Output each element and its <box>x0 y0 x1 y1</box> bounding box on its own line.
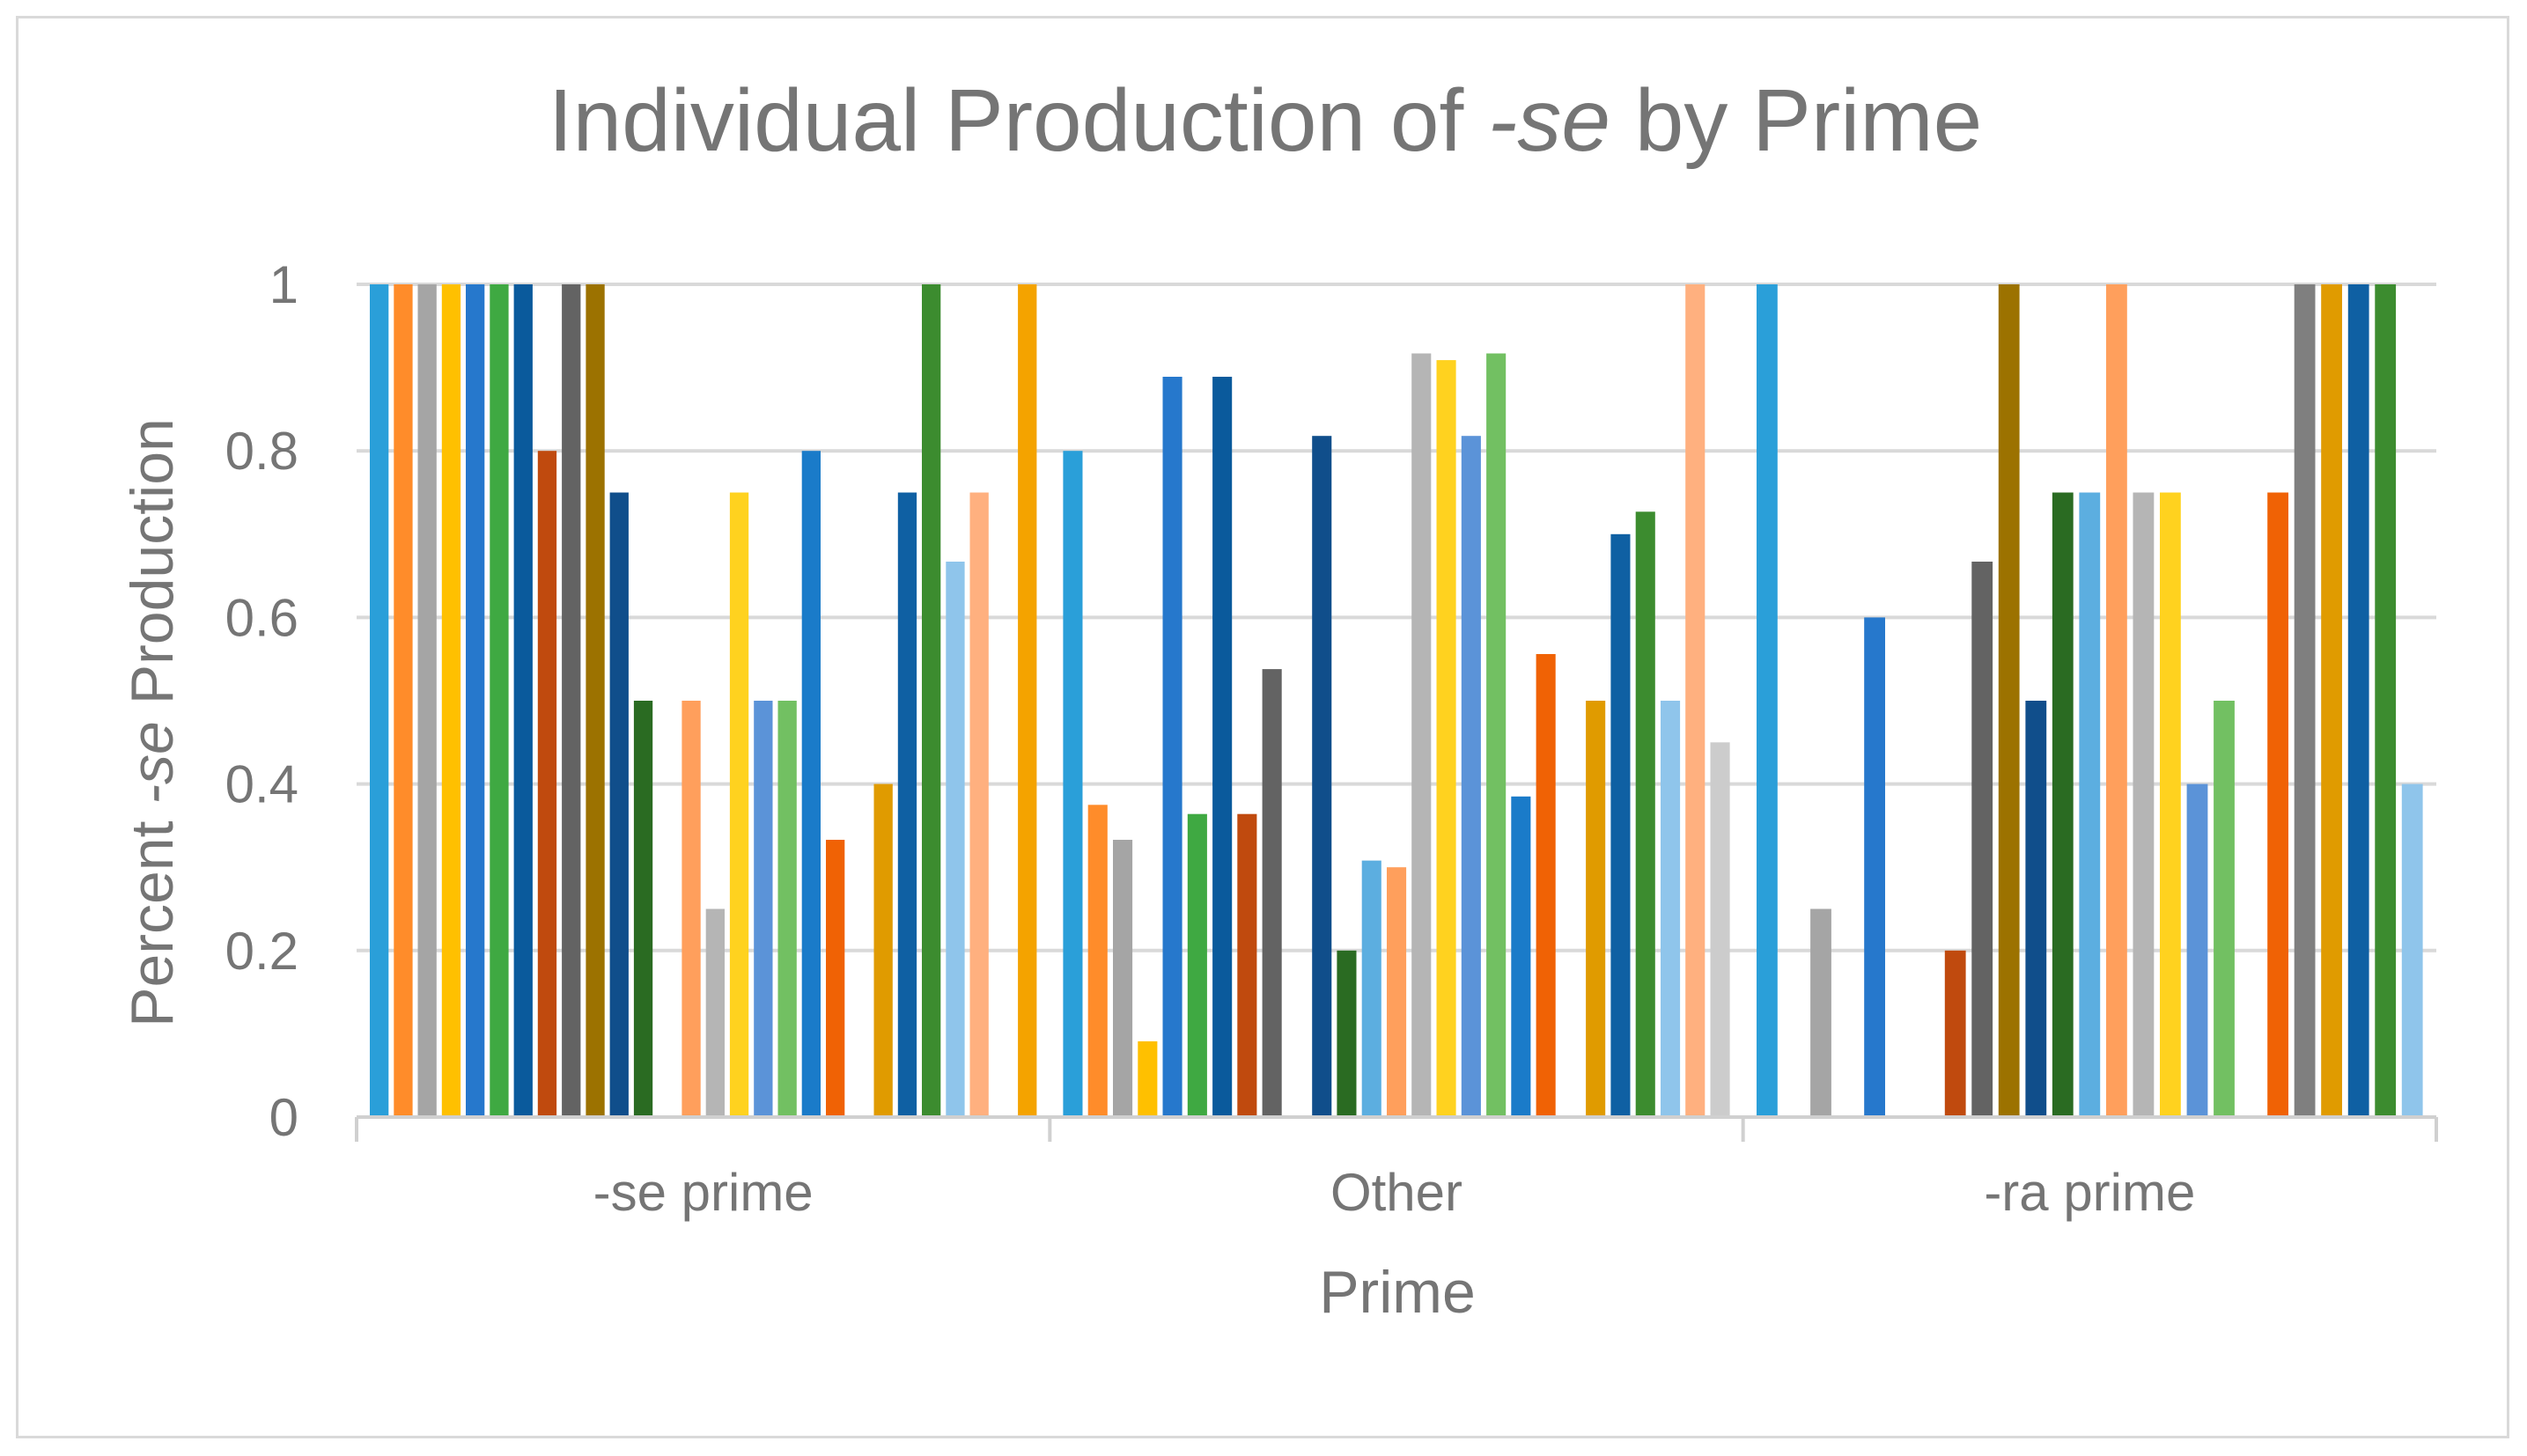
bar <box>1113 840 1133 1117</box>
bar <box>2401 783 2423 1117</box>
y-axis-title-suffix: Production <box>119 418 186 721</box>
bar <box>1586 701 1606 1117</box>
bar <box>490 284 509 1117</box>
bar <box>633 701 653 1117</box>
bar <box>1162 377 1182 1117</box>
bar <box>441 284 461 1117</box>
bar <box>1810 908 1831 1117</box>
bar <box>1536 654 1556 1117</box>
chart-title-italic: -se <box>1488 71 1610 170</box>
y-tick-label: 0.2 <box>225 922 298 981</box>
chart-title-prefix: Individual Production of <box>549 71 1488 170</box>
bar <box>1018 284 1037 1117</box>
bar <box>466 284 485 1117</box>
bar <box>1212 377 1233 1117</box>
bar <box>2294 284 2316 1117</box>
bar <box>1486 353 1507 1117</box>
bar <box>1864 617 1885 1117</box>
bar <box>513 284 533 1117</box>
bar <box>1757 284 1778 1117</box>
bar <box>681 701 701 1117</box>
category-label: -se prime <box>593 1163 814 1222</box>
bar <box>969 492 989 1117</box>
bar <box>1511 796 1531 1117</box>
bar <box>1138 1041 1158 1117</box>
bar <box>2214 701 2235 1117</box>
y-tick-label: 0 <box>269 1088 298 1147</box>
x-axis-title: Prime <box>1319 1259 1476 1326</box>
bar <box>1187 813 1207 1117</box>
bar <box>1411 353 1432 1117</box>
bar <box>2025 701 2047 1117</box>
category-label: -ra prime <box>1984 1163 2195 1222</box>
bar <box>562 284 581 1117</box>
bar <box>1610 533 1631 1117</box>
y-axis-title-italic: -se <box>119 721 186 804</box>
bar <box>2079 492 2101 1117</box>
bar <box>1361 860 1381 1117</box>
bar <box>537 451 557 1117</box>
bar <box>2321 284 2342 1117</box>
bar <box>2347 284 2369 1117</box>
bar <box>1635 511 1655 1117</box>
bar <box>394 284 413 1117</box>
y-tick-label: 0.8 <box>225 422 298 481</box>
chart-title-suffix: by Prime <box>1610 71 1982 170</box>
bar <box>1998 284 2020 1117</box>
bar <box>1944 950 1966 1117</box>
bar <box>2106 284 2127 1117</box>
bar <box>754 701 773 1117</box>
y-axis-title-prefix: Percent <box>119 805 186 1027</box>
bar <box>1661 701 1681 1117</box>
bar <box>777 701 797 1117</box>
bar <box>1087 805 1108 1118</box>
bar <box>1971 562 1993 1117</box>
bar <box>922 284 941 1117</box>
bar <box>1237 813 1257 1117</box>
bar <box>826 840 845 1117</box>
bar <box>1387 867 1407 1117</box>
bars <box>370 284 2423 1118</box>
bar <box>1262 669 1282 1117</box>
bar <box>705 908 725 1117</box>
chart-svg: Individual Production of -se by Prime 00… <box>119 71 2438 1326</box>
bar <box>2160 492 2181 1117</box>
y-axis-title: Percent -se Production <box>119 418 186 1027</box>
bar <box>1312 436 1332 1117</box>
bar <box>1710 742 1730 1117</box>
bar <box>1685 284 1706 1117</box>
bar <box>2052 492 2074 1117</box>
bar <box>609 492 629 1117</box>
bar <box>2186 783 2208 1117</box>
y-tick-label: 1 <box>269 255 298 314</box>
chart-title: Individual Production of -se by Prime <box>549 71 1983 170</box>
bar <box>370 284 389 1117</box>
category-labels: -se prime Other -ra prime <box>593 1163 2196 1222</box>
bar <box>2267 492 2288 1117</box>
bar <box>586 284 605 1117</box>
bar <box>1436 360 1456 1118</box>
bar <box>801 451 821 1117</box>
bar <box>946 562 965 1117</box>
x-axis <box>355 1115 2438 1142</box>
bar <box>897 492 917 1117</box>
bar <box>729 492 749 1117</box>
bar <box>873 783 893 1117</box>
y-tick-label: 0.6 <box>225 588 298 647</box>
bar <box>2133 492 2155 1117</box>
bar <box>1063 451 1083 1117</box>
bar <box>2375 284 2397 1117</box>
bar <box>417 284 437 1117</box>
bar <box>1337 950 1357 1117</box>
y-tick-labels: 0 0.2 0.4 0.6 0.8 1 <box>225 255 298 1147</box>
y-tick-label: 0.4 <box>225 755 298 814</box>
category-label: Other <box>1330 1163 1462 1222</box>
bar <box>1461 436 1481 1117</box>
